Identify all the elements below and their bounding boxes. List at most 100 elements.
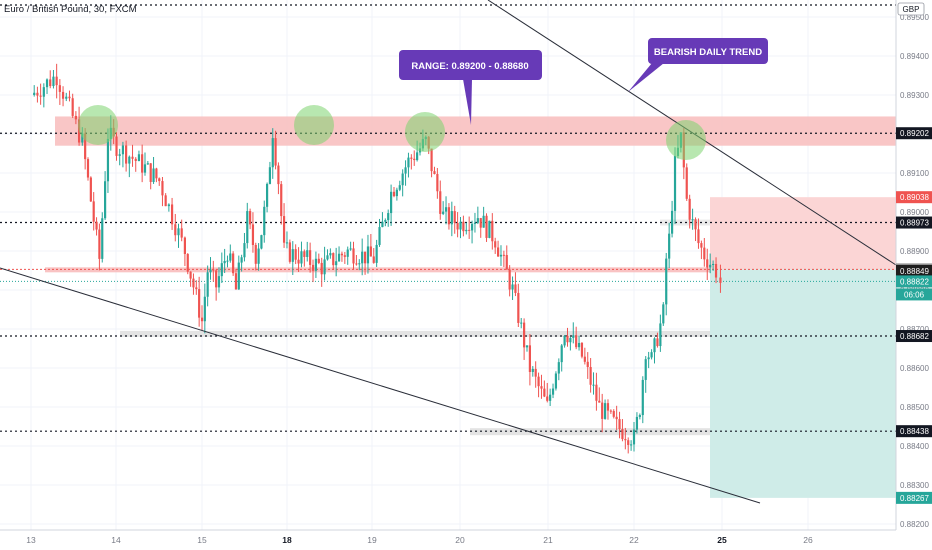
candle: [223, 248, 226, 274]
candle-body: [508, 269, 511, 290]
take-profit-zone: [710, 269, 896, 498]
candle-body: [557, 362, 560, 374]
candle-body: [700, 243, 703, 248]
candle-body: [413, 158, 416, 161]
candle: [277, 162, 280, 195]
candle: [146, 161, 149, 165]
candle-body: [459, 221, 462, 230]
currency-badge-label: GBP: [903, 5, 920, 14]
candle: [462, 215, 465, 237]
price-tick-label: 0.88500: [900, 403, 929, 412]
candle: [685, 163, 688, 201]
price-badge: 0.89038: [896, 191, 932, 204]
candle-body: [300, 251, 303, 264]
candle-body: [638, 415, 641, 417]
candle: [39, 83, 42, 105]
candle-body: [68, 96, 71, 99]
trend-callout-box: [648, 38, 768, 64]
price-tick-label: 0.88900: [900, 247, 929, 256]
candle: [375, 239, 378, 267]
candle-body: [314, 258, 318, 271]
candle-body: [98, 229, 101, 259]
candle: [263, 200, 266, 243]
candle: [311, 259, 315, 283]
candle: [505, 245, 508, 270]
time-tick-label: 15: [197, 535, 207, 545]
countdown-bg: [896, 288, 932, 301]
time-axis[interactable]: 13 14 15 18 19 20 21 22 25 26: [0, 529, 932, 550]
candle: [714, 257, 718, 284]
candle: [641, 376, 644, 424]
candle: [700, 240, 703, 260]
candle: [366, 234, 370, 274]
candle: [42, 83, 45, 108]
price-badge-label: 0.88267: [900, 494, 929, 503]
candle: [656, 332, 659, 348]
price-axis[interactable]: 0.88200 0.88300 0.88400 0.88500 0.88600 0.887…: [895, 0, 932, 550]
candle: [329, 248, 332, 259]
candle: [343, 251, 346, 264]
candle: [320, 257, 323, 287]
candle: [430, 148, 433, 178]
candle-body: [155, 168, 158, 179]
candle: [384, 218, 387, 227]
horizontal-levels: [0, 4, 896, 432]
candle-body: [346, 249, 349, 257]
candle-body: [198, 289, 201, 318]
candle: [246, 202, 249, 249]
candle: [209, 257, 212, 280]
candle-body: [146, 163, 149, 165]
candle-body: [297, 259, 300, 264]
candle-body: [240, 257, 243, 263]
candle-body: [537, 376, 540, 387]
candle-body: [612, 411, 615, 417]
candle-body: [152, 168, 155, 182]
candle: [306, 241, 309, 262]
candle-body: [719, 277, 722, 283]
candle-body: [36, 92, 39, 96]
candle-body: [387, 213, 390, 221]
candle-body: [551, 388, 555, 395]
price-tick-label: 0.89500: [900, 13, 929, 22]
candle: [174, 213, 177, 242]
candle: [215, 269, 218, 301]
candle-body: [81, 133, 84, 143]
candle: [291, 241, 294, 275]
candle-body: [320, 262, 323, 275]
candle-body: [125, 145, 128, 164]
candle: [294, 244, 297, 265]
price-badge-label: 0.88849: [900, 267, 929, 276]
candle: [61, 86, 65, 107]
candle: [601, 393, 604, 433]
price-badge-bg: [896, 491, 932, 504]
price-tick-label: 0.88400: [900, 442, 929, 451]
candle: [101, 212, 104, 263]
candle-body: [149, 163, 152, 182]
candle-body: [369, 246, 372, 257]
candle: [55, 63, 58, 99]
currency-badge[interactable]: GBP: [897, 2, 925, 16]
candle-body: [592, 384, 595, 386]
candle-body: [462, 221, 465, 232]
candle: [98, 223, 101, 271]
candle-body: [137, 154, 141, 161]
candlestick-series: [33, 63, 722, 454]
candle-body: [601, 402, 604, 419]
candle-body: [254, 244, 257, 264]
candle-body: [589, 367, 592, 385]
candle-body: [349, 248, 352, 250]
candle-body: [49, 79, 52, 87]
candle-body: [563, 335, 566, 346]
candle-body: [326, 255, 329, 260]
candle: [525, 345, 529, 352]
candle-body: [203, 296, 206, 322]
candle-body: [575, 335, 578, 348]
candle-body: [61, 91, 65, 99]
candle: [45, 78, 49, 94]
candle: [511, 276, 514, 301]
candle: [453, 205, 456, 234]
candle: [468, 216, 471, 239]
candle-body: [237, 262, 240, 290]
candle: [234, 268, 238, 290]
